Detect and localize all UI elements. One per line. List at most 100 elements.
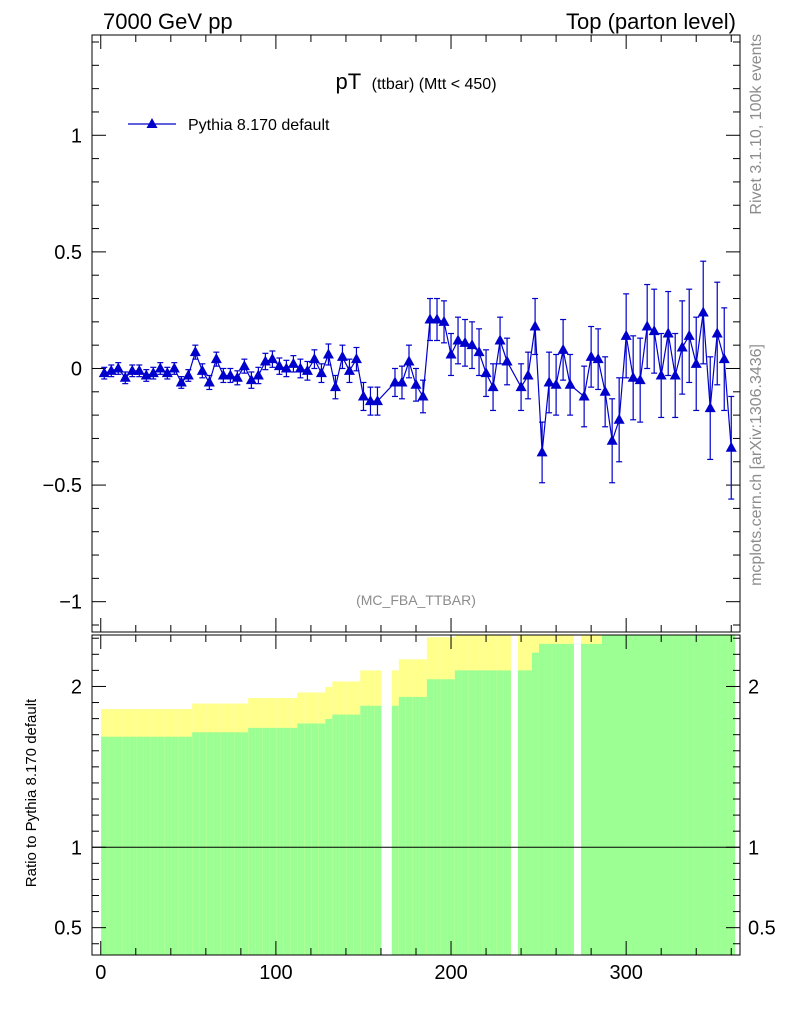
data-point-triangle <box>529 320 541 331</box>
ratio-band-1sigma <box>433 679 441 955</box>
data-point-triangle <box>620 329 632 340</box>
plot-title-sub: (ttbar) (Mtt < 450) <box>372 76 497 93</box>
ratio-band-1sigma <box>587 643 595 955</box>
data-point-triangle <box>410 378 422 389</box>
main-plot-panel: −1 −0.5 0 0.5 1 pT (ttbar) (Mtt < 450) Pythi… <box>43 34 741 633</box>
ratio-band-1sigma <box>693 635 701 955</box>
ratio-band-1sigma <box>538 643 546 955</box>
main-y-tick-label: −1 <box>59 592 82 614</box>
ratio-y-axis-label: Ratio to Pythia 8.170 default <box>23 698 40 887</box>
ratio-band-1sigma <box>353 714 361 955</box>
ratio-y-tick-label-right: 0.5 <box>748 918 776 940</box>
ratio-band-1sigma <box>531 652 539 955</box>
ratio-y-tick-labels: 0.5 0.5 1 1 2 2 <box>54 676 776 939</box>
ratio-band-1sigma <box>206 732 214 955</box>
main-y-tick-label: −0.5 <box>43 475 82 497</box>
data-point-triangle <box>396 376 408 387</box>
data-point-triangle <box>452 334 464 345</box>
ratio-band-1sigma <box>171 736 179 955</box>
data-point-triangle <box>501 355 513 366</box>
data-point-triangle <box>466 339 478 350</box>
data-point-triangle <box>266 353 278 364</box>
ratio-band-1sigma <box>461 670 469 955</box>
ratio-band-1sigma <box>468 670 476 955</box>
data-point-triangle <box>655 369 667 380</box>
ratio-band-1sigma <box>405 696 413 955</box>
ratio-band-1sigma <box>367 705 375 955</box>
data-point-triangle <box>718 353 730 364</box>
data-point-triangle <box>515 381 527 392</box>
data-point-triangle <box>704 402 716 413</box>
main-axis-ticks <box>92 35 740 632</box>
data-point-triangle <box>669 369 681 380</box>
ratio-band-1sigma <box>164 736 172 955</box>
data-point-triangle <box>403 355 415 366</box>
header-right-label: Top (parton level) <box>566 9 736 34</box>
data-point-triangle <box>697 306 709 317</box>
ratio-band-1sigma <box>325 719 333 955</box>
data-point-triangle <box>473 346 485 357</box>
data-point-triangle <box>364 395 376 406</box>
data-point-triangle <box>168 362 180 373</box>
ratio-band-1sigma <box>276 727 284 955</box>
ratio-band-1sigma <box>157 736 165 955</box>
analysis-label: (MC_FBA_TTBAR) <box>356 592 476 608</box>
ratio-band-1sigma <box>440 679 448 955</box>
legend-label: Pythia 8.170 default <box>188 117 330 134</box>
data-point-triangle <box>445 348 457 359</box>
ratio-band-1sigma <box>332 714 340 955</box>
ratio-band-1sigma <box>178 736 186 955</box>
ratio-band-1sigma <box>594 643 602 955</box>
ratio-band-1sigma <box>129 736 137 955</box>
data-point-triangle <box>224 369 236 380</box>
ratio-band-1sigma <box>665 635 673 955</box>
ratio-band-1sigma <box>721 635 729 955</box>
ratio-band-1sigma <box>566 643 574 955</box>
ratio-band-1sigma <box>304 723 312 955</box>
main-y-tick-labels: −1 −0.5 0 0.5 1 <box>43 125 82 613</box>
ratio-band-1sigma <box>707 635 715 955</box>
ratio-band-1sigma <box>475 670 483 955</box>
ratio-band-1sigma <box>283 727 291 955</box>
ratio-band-1sigma <box>248 727 256 955</box>
data-point-triangle <box>112 362 124 373</box>
data-point-triangle <box>690 357 702 368</box>
x-tick-label: 200 <box>434 962 467 984</box>
ratio-band-1sigma <box>623 635 631 955</box>
data-point-triangle <box>459 336 471 347</box>
data-point-triangle <box>641 320 653 331</box>
ratio-band-1sigma <box>517 670 525 955</box>
ratio-band-1sigma <box>220 732 228 955</box>
ratio-band-1sigma <box>559 643 567 955</box>
data-point-triangle <box>557 343 569 354</box>
ratio-band-1sigma <box>115 736 123 955</box>
x-tick-labels: 0 100 200 300 <box>95 962 643 984</box>
data-point-triangle <box>231 371 243 382</box>
data-point-triangle <box>210 353 222 364</box>
ratio-band-1sigma <box>524 670 532 955</box>
ratio-band-1sigma <box>679 635 687 955</box>
data-point-triangle <box>438 315 450 326</box>
ratio-band-1sigma <box>482 670 490 955</box>
ratio-band-1sigma <box>360 705 368 955</box>
x-tick-label: 300 <box>609 962 642 984</box>
ratio-band-1sigma <box>150 736 158 955</box>
data-point-triangle <box>564 378 576 389</box>
data-point-triangle <box>301 364 313 375</box>
data-point-triangle <box>480 367 492 378</box>
ratio-band-1sigma <box>227 732 235 955</box>
ratio-bands <box>101 635 736 955</box>
data-point-triangle <box>336 350 348 361</box>
data-point-triangle <box>357 390 369 401</box>
mcplots-reference-label: mcplots.cern.ch [arXiv:1306.3436] <box>748 344 765 586</box>
ratio-y-tick-label-left: 1 <box>71 837 82 859</box>
data-point-triangle <box>182 369 194 380</box>
ratio-band-1sigma <box>185 736 193 955</box>
ratio-band-1sigma <box>255 727 263 955</box>
ratio-band-1sigma <box>419 696 427 955</box>
data-point-triangle <box>126 364 138 375</box>
ratio-band-1sigma <box>262 727 270 955</box>
data-point-triangle <box>606 434 618 445</box>
ratio-band-1sigma <box>241 732 249 955</box>
legend: Pythia 8.170 default <box>128 117 330 134</box>
